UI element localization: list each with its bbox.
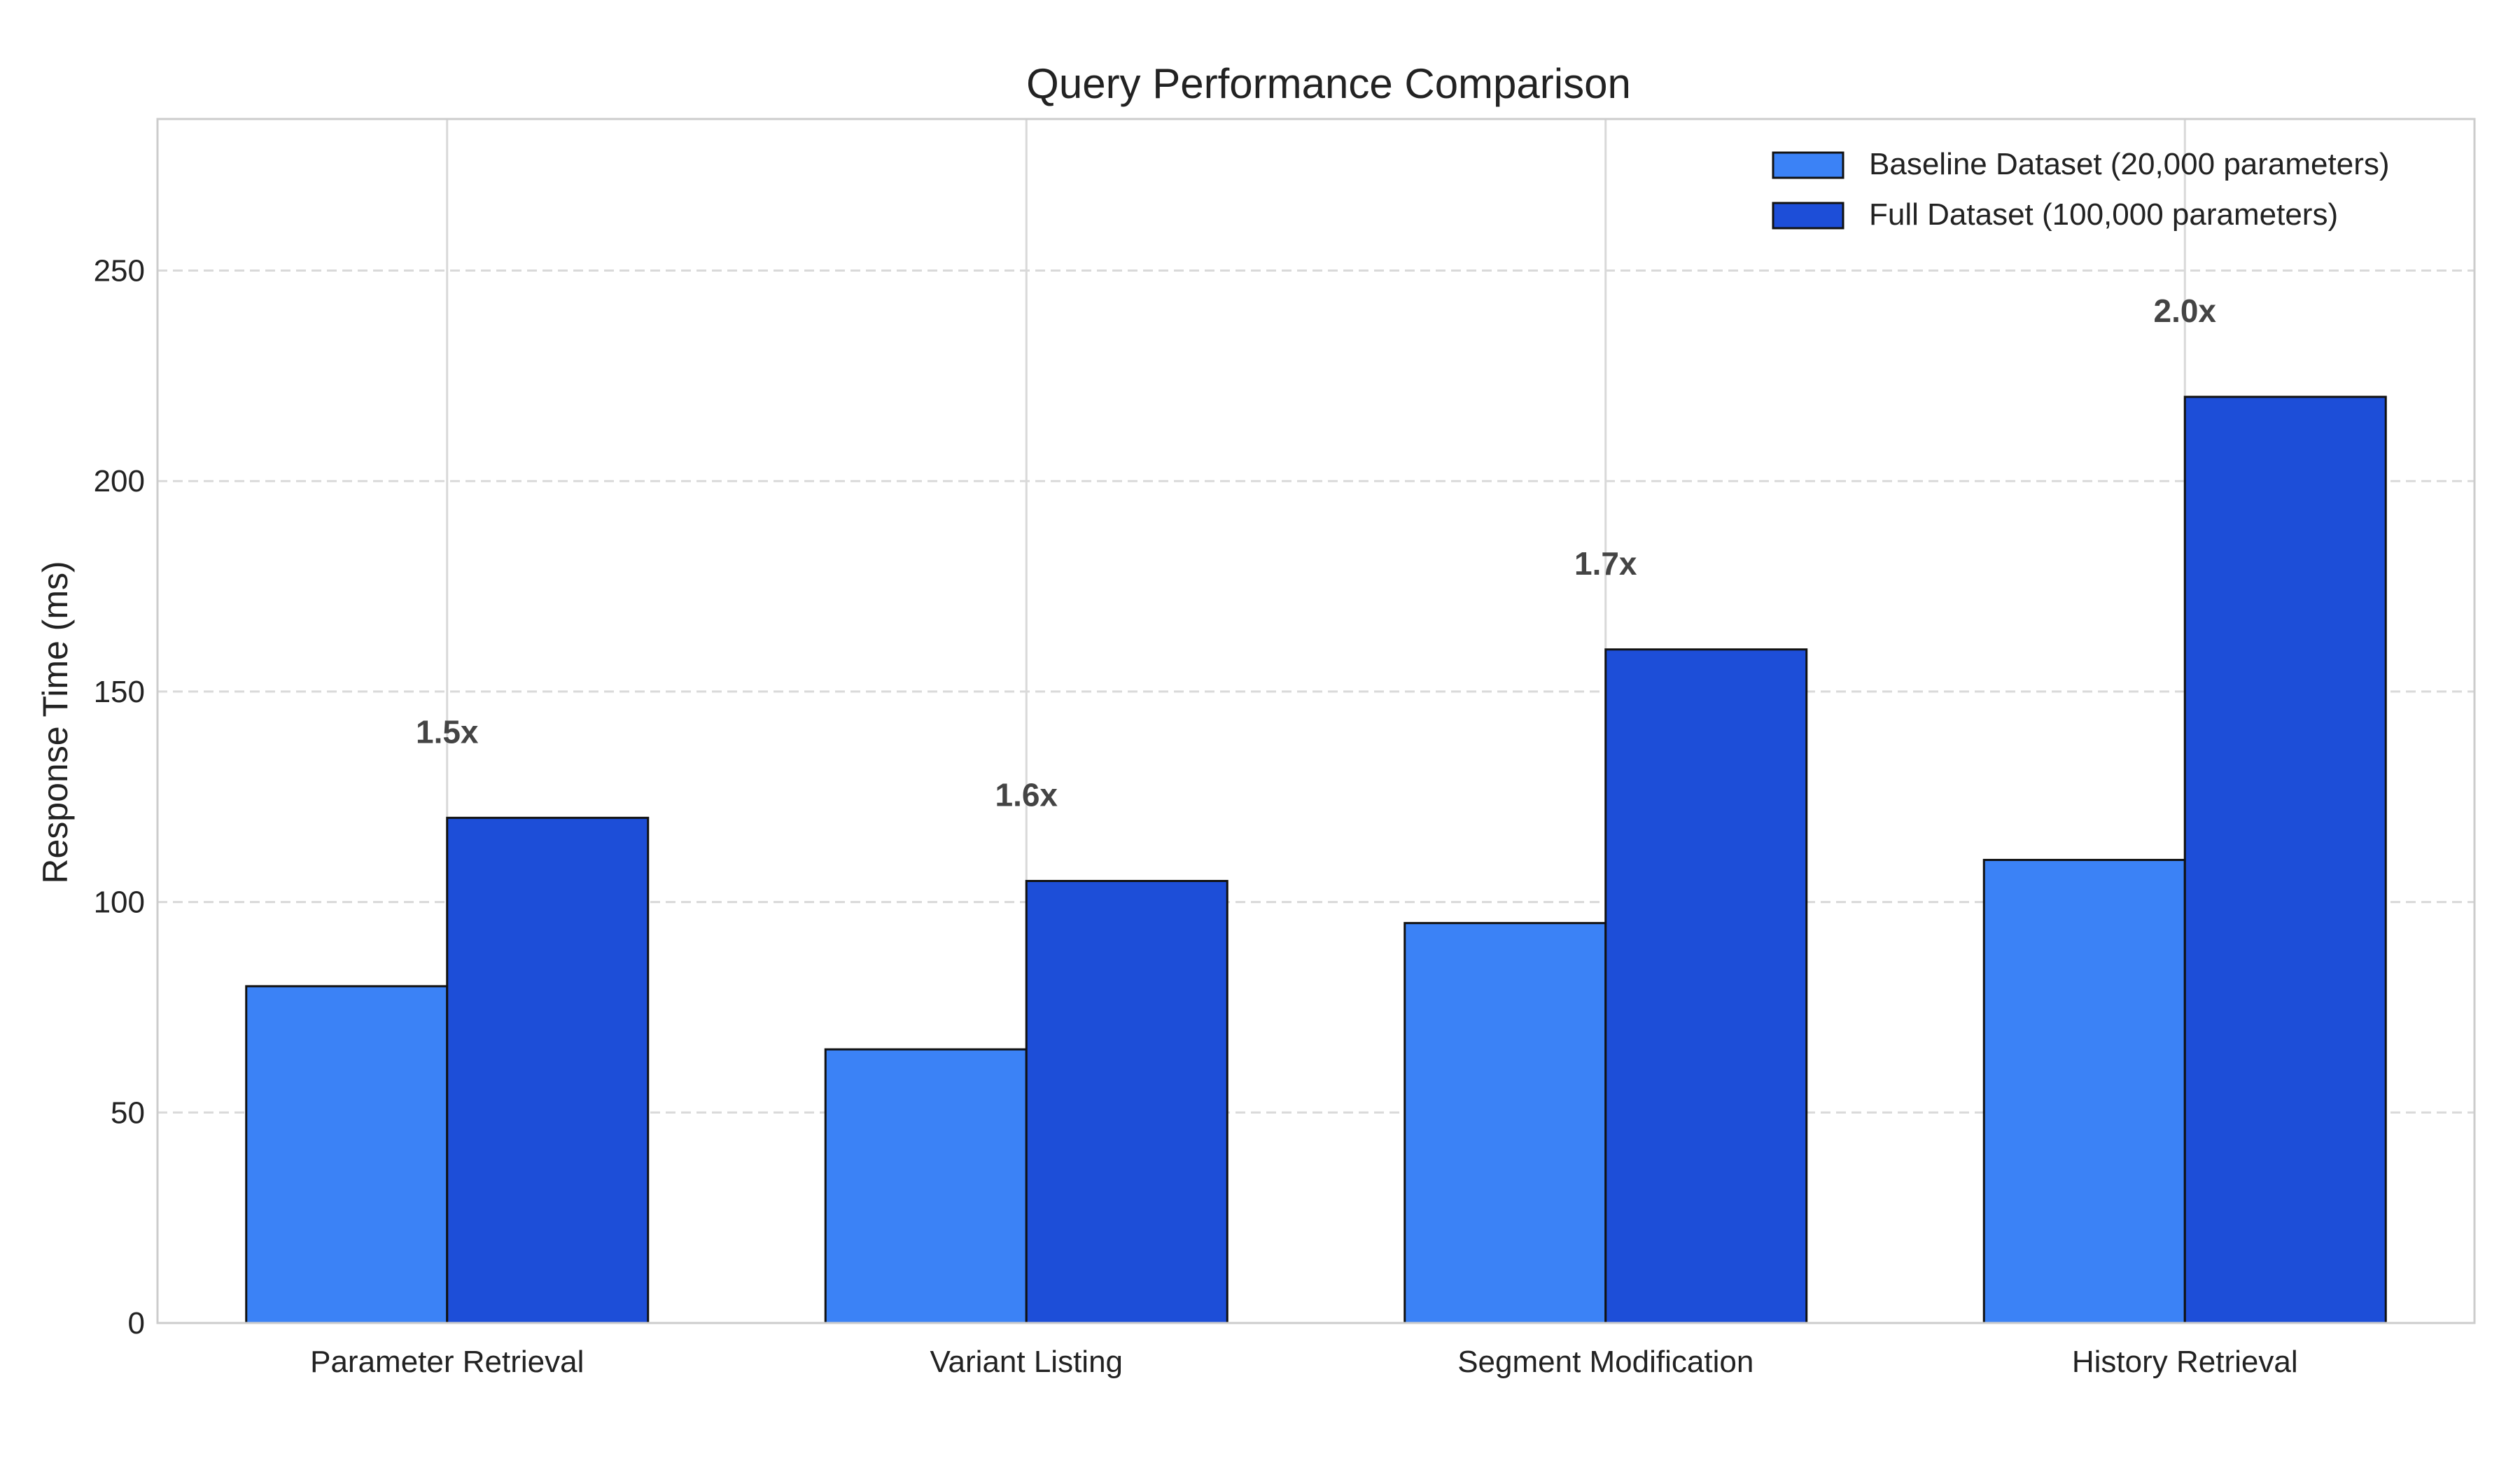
y-tick-label: 100: [94, 886, 145, 920]
y-axis-label: Response Time (ms): [36, 561, 75, 883]
legend-swatch: [1772, 202, 1844, 230]
bar-baseline-3: [1404, 922, 1607, 1324]
bar-full-4: [2183, 396, 2387, 1324]
legend-label: Baseline Dataset (20,000 parameters): [1869, 147, 2390, 181]
y-axis-ticks: 0 50 100 150 200 250: [94, 254, 145, 1340]
bar-full-1: [446, 816, 650, 1324]
ratio-annotations: 1.5x 1.6x 1.7x 2.0x: [416, 293, 2216, 813]
y-tick-label: 200: [94, 464, 145, 498]
ratio-label: 2.0x: [2153, 293, 2216, 329]
plot-frame: [156, 118, 2476, 1324]
y-tick-label: 150: [94, 675, 145, 709]
bar-baseline-2: [824, 1048, 1028, 1324]
x-tick-label: Variant Listing: [930, 1345, 1123, 1379]
ratio-label: 1.7x: [1574, 545, 1637, 582]
legend-label: Full Dataset (100,000 parameters): [1869, 197, 2338, 232]
x-axis-ticks: Parameter Retrieval Variant Listing Segmen…: [310, 1345, 2298, 1379]
chart-title: Query Performance Comparison: [1026, 60, 1631, 107]
bars: [245, 396, 2387, 1324]
bar-full-2: [1025, 880, 1228, 1324]
x-tick-label: Parameter Retrieval: [310, 1345, 584, 1379]
y-tick-label: 50: [111, 1096, 145, 1130]
y-tick-label: 250: [94, 254, 145, 288]
bar-baseline-4: [1982, 858, 2186, 1324]
y-tick-label: 0: [128, 1306, 145, 1340]
ratio-label: 1.6x: [995, 777, 1058, 813]
ratio-label: 1.5x: [416, 713, 479, 750]
x-tick-label: Segment Modification: [1457, 1345, 1754, 1379]
x-tick-label: History Retrieval: [2072, 1345, 2298, 1379]
legend-swatch: [1772, 151, 1844, 179]
bar-full-3: [1604, 648, 1808, 1324]
legend: Baseline Dataset (20,000 parameters) Full…: [1772, 147, 2390, 232]
bar-baseline-1: [245, 985, 449, 1324]
